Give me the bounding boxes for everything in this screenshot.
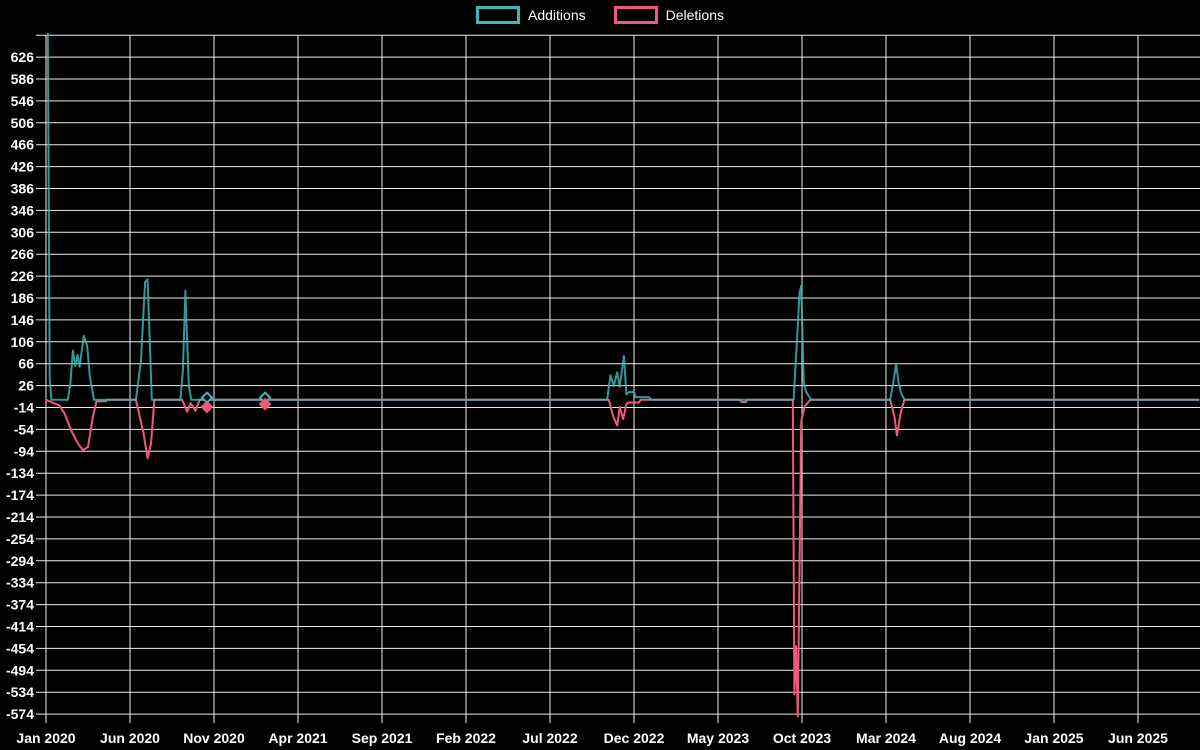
x-axis-tick-label: Jul 2022 [522,730,577,746]
y-axis-tick-label: 346 [11,202,35,218]
legend-label-deletions: Deletions [665,7,724,23]
x-axis-tick-label: May 2023 [687,730,749,746]
legend-item-deletions[interactable]: Deletions [613,6,724,24]
y-axis-tick-label: -14 [14,400,34,416]
chart-legend: Additions Deletions [476,6,724,24]
x-axis-labels: Jan 2020 Jun 2020 Nov 2020 Apr 2021 Sep 2021… [16,730,1168,746]
y-axis-tick-label: 546 [11,93,35,109]
x-axis-tick-label: Apr 2021 [268,730,327,746]
x-axis-tick-label: Oct 2023 [773,730,832,746]
y-axis-tick-label: 506 [11,115,35,131]
y-axis-tick-label: 426 [11,159,35,175]
y-axis-labels: 626 586 546 506 466 426 386 346 306 266 226 186 146 1… [6,49,34,722]
x-axis-tick-label: Feb 2022 [436,730,496,746]
legend-label-additions: Additions [528,7,586,23]
y-axis-tick-label: 386 [11,181,35,197]
x-axis-tick-label: Jun 2025 [1108,730,1168,746]
series-lines [45,33,1200,718]
y-axis-tick-label: 66 [18,356,34,372]
x-axis-tick-label: Nov 2020 [183,730,245,746]
y-axis-tick-label: -294 [6,553,34,569]
y-axis-tick-label: 266 [11,246,35,262]
y-axis-tick-label: -54 [14,421,34,437]
y-axis-tick-label: 146 [11,312,35,328]
y-axis-tick-label: 466 [11,137,35,153]
x-axis-tick-label: Mar 2024 [856,730,916,746]
y-axis-tick-label: -334 [6,575,34,591]
y-axis-tick-label: -94 [14,443,34,459]
x-axis-tick-label: Jan 2020 [16,730,75,746]
diamond-marker-deletions [258,397,272,411]
deletions-swatch-icon [613,6,658,24]
y-axis-tick-label: 306 [11,224,35,240]
x-axis-tick-label: Jan 2025 [1024,730,1083,746]
y-axis-tick-label: -174 [6,487,34,503]
y-axis-tick-label: 226 [11,268,35,284]
isolated-point-markers [200,391,272,414]
y-axis-tick-label: -254 [6,531,34,547]
y-axis-tick-label: -454 [6,640,34,656]
additions-swatch-icon [476,6,521,24]
gridlines [36,34,1200,723]
x-axis-tick-label: Aug 2024 [939,730,1001,746]
y-axis-tick-label: -134 [6,465,34,481]
y-axis-tick-label: -534 [6,684,34,700]
y-axis-tick-label: -494 [6,662,34,678]
y-axis-tick-label: 106 [11,334,35,350]
y-axis-tick-label: -214 [6,509,34,525]
y-axis-tick-label: -574 [6,706,34,722]
x-axis-tick-label: Sep 2021 [352,730,413,746]
y-axis-tick-label: 186 [11,290,35,306]
legend-item-additions[interactable]: Additions [476,6,586,24]
y-axis-tick-label: -374 [6,597,34,613]
diamond-marker-deletions [200,400,214,414]
y-axis-tick-label: 26 [18,378,34,394]
series-line-additions [46,33,1200,401]
x-axis-tick-label: Jun 2020 [100,730,160,746]
series-line-deletions [45,398,1200,718]
y-axis-tick-label: 586 [11,71,35,87]
x-axis-tick-label: Dec 2022 [604,730,665,746]
y-axis-tick-label: 626 [11,49,35,65]
y-axis-tick-label: -414 [6,619,34,635]
